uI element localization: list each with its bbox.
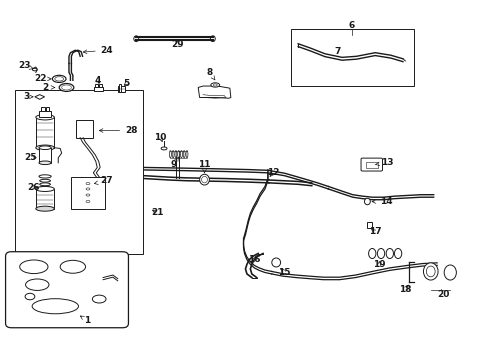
- Ellipse shape: [36, 186, 54, 192]
- Ellipse shape: [32, 68, 37, 71]
- Bar: [36, 117, 54, 148]
- Ellipse shape: [32, 299, 78, 314]
- Ellipse shape: [20, 260, 48, 274]
- Text: 24: 24: [83, 46, 113, 55]
- Ellipse shape: [60, 260, 85, 273]
- Text: 27: 27: [94, 176, 113, 185]
- Ellipse shape: [39, 175, 51, 178]
- Ellipse shape: [175, 150, 177, 158]
- Ellipse shape: [40, 183, 50, 186]
- Ellipse shape: [443, 265, 455, 280]
- Bar: [39, 111, 51, 117]
- Ellipse shape: [59, 84, 74, 91]
- Text: 12: 12: [266, 168, 279, 177]
- Ellipse shape: [271, 258, 280, 267]
- Ellipse shape: [185, 150, 187, 158]
- Ellipse shape: [40, 179, 50, 182]
- Bar: [41, 107, 44, 111]
- Text: 13: 13: [374, 158, 392, 167]
- Bar: [99, 84, 102, 87]
- Ellipse shape: [210, 36, 215, 41]
- Ellipse shape: [39, 146, 51, 149]
- Text: 18: 18: [398, 285, 411, 294]
- FancyBboxPatch shape: [360, 158, 382, 171]
- Bar: [94, 87, 103, 91]
- Bar: [290, 29, 413, 86]
- Ellipse shape: [377, 248, 384, 258]
- Text: 3: 3: [23, 92, 33, 101]
- Text: 11: 11: [198, 161, 210, 173]
- Text: 1: 1: [80, 316, 90, 325]
- Text: 10: 10: [154, 133, 166, 142]
- Ellipse shape: [25, 279, 49, 291]
- Ellipse shape: [52, 75, 66, 82]
- Text: 29: 29: [170, 40, 183, 49]
- Text: 4: 4: [95, 76, 101, 85]
- Bar: [366, 222, 371, 228]
- Bar: [39, 148, 51, 163]
- Text: 22: 22: [34, 75, 51, 84]
- Ellipse shape: [161, 147, 166, 150]
- Ellipse shape: [177, 150, 179, 158]
- Text: 21: 21: [151, 208, 163, 217]
- Text: 16: 16: [247, 255, 260, 264]
- Bar: [71, 177, 104, 210]
- Ellipse shape: [40, 186, 50, 189]
- Bar: [365, 162, 377, 168]
- Polygon shape: [198, 86, 230, 98]
- Ellipse shape: [36, 206, 54, 211]
- Ellipse shape: [172, 150, 174, 158]
- Polygon shape: [35, 95, 44, 99]
- Ellipse shape: [368, 248, 375, 258]
- Text: 5: 5: [123, 79, 129, 88]
- Text: 26: 26: [27, 183, 40, 192]
- Ellipse shape: [134, 36, 139, 41]
- Text: 2: 2: [42, 83, 55, 92]
- Bar: [15, 90, 143, 253]
- Ellipse shape: [210, 83, 219, 87]
- Ellipse shape: [25, 293, 35, 300]
- Text: 28: 28: [99, 126, 137, 135]
- Bar: [36, 189, 54, 209]
- Ellipse shape: [169, 150, 171, 158]
- Text: 8: 8: [206, 68, 214, 80]
- Text: 23: 23: [18, 62, 33, 71]
- Ellipse shape: [394, 248, 401, 258]
- Text: 25: 25: [24, 153, 37, 162]
- Ellipse shape: [386, 248, 393, 258]
- FancyBboxPatch shape: [5, 252, 128, 328]
- Bar: [119, 84, 121, 92]
- Bar: [76, 121, 93, 138]
- Bar: [45, 107, 49, 111]
- Bar: [118, 86, 124, 92]
- Text: 15: 15: [278, 268, 290, 277]
- Ellipse shape: [92, 295, 106, 303]
- Ellipse shape: [97, 181, 102, 186]
- Bar: [95, 84, 98, 87]
- Text: 9: 9: [170, 157, 178, 170]
- Ellipse shape: [364, 198, 369, 205]
- Text: 7: 7: [333, 47, 340, 56]
- Ellipse shape: [423, 263, 437, 280]
- Ellipse shape: [39, 161, 51, 165]
- Text: 20: 20: [436, 289, 448, 298]
- Ellipse shape: [180, 150, 182, 158]
- Ellipse shape: [36, 145, 54, 150]
- Text: 19: 19: [372, 260, 385, 269]
- Ellipse shape: [199, 174, 209, 185]
- Text: 17: 17: [368, 228, 381, 237]
- Text: 14: 14: [371, 197, 391, 206]
- Ellipse shape: [36, 114, 54, 120]
- Text: 6: 6: [348, 21, 354, 30]
- Ellipse shape: [183, 150, 185, 158]
